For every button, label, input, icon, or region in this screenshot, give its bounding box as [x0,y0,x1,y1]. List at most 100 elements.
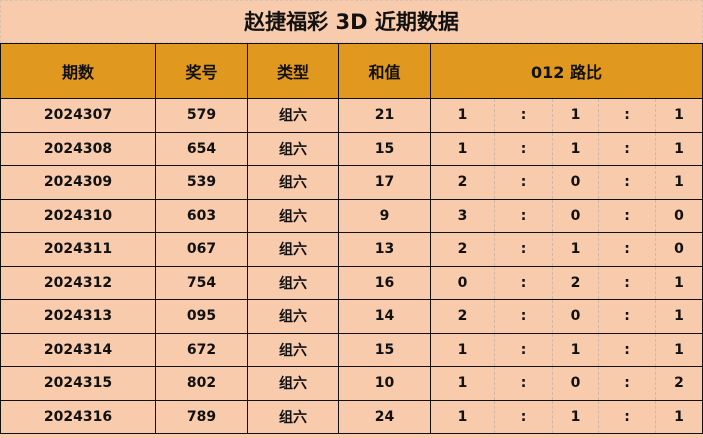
sheet-title: 赵捷福彩 3D 近期数据 [0,0,703,43]
issue-cell: 2024311 [0,232,156,267]
type-cell: 组六 [247,399,339,434]
ratio-value: 1 [654,131,703,166]
number-cell: 539 [155,165,248,200]
number-cell: 672 [155,332,248,367]
ratio-value: 1 [552,399,599,434]
header-number: 奖号 [155,43,248,99]
issue-cell: 2024308 [0,131,156,166]
type-cell: 组六 [247,98,339,133]
table-row: 2024315 802 组六 10 1:0:2 [0,366,703,401]
ratio-value: 1 [654,265,703,300]
sum-cell: 9 [338,198,431,233]
table-row: 2024312 754 组六 16 0:2:1 [0,265,703,300]
sum-cell: 10 [338,366,431,401]
header-issue: 期数 [0,43,156,99]
ratio-value: 2 [654,366,703,401]
number-cell: 095 [155,299,248,334]
table-row: 2024314 672 组六 15 1:1:1 [0,332,703,367]
issue-cell: 2024309 [0,165,156,200]
ratio-value: 0 [430,265,495,300]
table-row: 2024307 579 组六 21 1:1:1 [0,98,703,133]
table-row: 2024308 654 组六 15 1:1:1 [0,131,703,166]
type-cell: 组六 [247,165,339,200]
ratio-separator: : [598,198,656,233]
sum-cell: 15 [338,131,431,166]
ratio-value: 1 [430,98,495,133]
ratio-separator: : [598,399,656,434]
issue-cell: 2024313 [0,299,156,334]
type-cell: 组六 [247,332,339,367]
ratio-separator: : [494,265,553,300]
table-row: 2024311 067 组六 13 2:1:0 [0,232,703,267]
issue-cell: 2024316 [0,399,156,434]
ratio-separator: : [494,299,553,334]
ratio-value: 0 [654,232,703,267]
ratio-value: 0 [552,299,599,334]
type-cell: 组六 [247,131,339,166]
ratio-value: 0 [654,198,703,233]
sum-cell: 14 [338,299,431,334]
issue-cell: 2024307 [0,98,156,133]
ratio-separator: : [598,131,656,166]
ratio-separator: : [494,366,553,401]
sum-cell: 15 [338,332,431,367]
ratio-value: 1 [552,98,599,133]
ratio-separator: : [494,232,553,267]
ratio-value: 1 [654,299,703,334]
ratio-separator: : [598,165,656,200]
header-ratio: 012 路比 [429,43,703,99]
table-row: 2024316 789 组六 24 1:1:1 [0,399,703,434]
ratio-value: 0 [552,165,599,200]
ratio-value: 1 [430,131,495,166]
ratio-value: 1 [430,366,495,401]
issue-cell: 2024310 [0,198,156,233]
number-cell: 754 [155,265,248,300]
ratio-value: 1 [654,332,703,367]
ratio-value: 0 [552,198,599,233]
header-sum: 和值 [338,43,431,99]
sum-cell: 13 [338,232,431,267]
ratio-value: 1 [552,232,599,267]
ratio-separator: : [598,265,656,300]
ratio-value: 2 [552,265,599,300]
issue-cell: 2024312 [0,265,156,300]
issue-cell: 2024314 [0,332,156,367]
issue-cell: 2024315 [0,366,156,401]
ratio-value: 1 [430,399,495,434]
type-cell: 组六 [247,265,339,300]
number-cell: 067 [155,232,248,267]
type-cell: 组六 [247,232,339,267]
ratio-value: 1 [430,332,495,367]
number-cell: 802 [155,366,248,401]
type-cell: 组六 [247,366,339,401]
ratio-separator: : [494,399,553,434]
ratio-separator: : [494,332,553,367]
ratio-separator: : [494,131,553,166]
ratio-separator: : [598,232,656,267]
sum-cell: 24 [338,399,431,434]
ratio-value: 1 [654,399,703,434]
ratio-separator: : [494,165,553,200]
type-cell: 组六 [247,299,339,334]
ratio-separator: : [598,98,656,133]
number-cell: 579 [155,98,248,133]
header-row: 期数 奖号 类型 和值 012 路比 [0,43,703,99]
table-row: 2024313 095 组六 14 2:0:1 [0,299,703,334]
number-cell: 603 [155,198,248,233]
type-cell: 组六 [247,198,339,233]
ratio-value: 1 [654,165,703,200]
ratio-value: 1 [654,98,703,133]
ratio-value: 2 [430,165,495,200]
ratio-separator: : [494,98,553,133]
number-cell: 654 [155,131,248,166]
table-row: 2024309 539 组六 17 2:0:1 [0,165,703,200]
sum-cell: 16 [338,265,431,300]
header-type: 类型 [247,43,339,99]
ratio-value: 2 [430,299,495,334]
ratio-value: 3 [430,198,495,233]
ratio-separator: : [494,198,553,233]
ratio-value: 0 [552,366,599,401]
ratio-separator: : [598,299,656,334]
sum-cell: 17 [338,165,431,200]
